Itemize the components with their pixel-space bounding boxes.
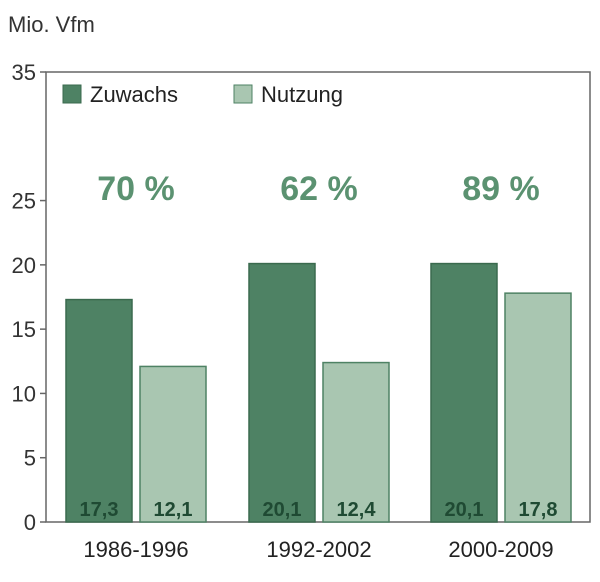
bar-nutzung-0: [139, 365, 207, 523]
percentage-annotation: 89 %: [462, 170, 540, 208]
percentage-annotations: 70 % 62 % 89 %: [97, 170, 540, 208]
y-tick-label: 5: [24, 446, 36, 471]
bar-value-label: 12,4: [337, 499, 377, 521]
y-axis-label: Mio. Vfm: [8, 12, 95, 37]
bar-zuwachs-0: [65, 298, 133, 523]
bar-value-label: 20,1: [445, 499, 484, 521]
y-tick-label: 10: [12, 381, 36, 406]
bar-value-label: 20,1: [263, 499, 302, 521]
y-tick-label: 0: [24, 510, 36, 535]
bar-zuwachs-1: [248, 262, 316, 523]
y-axis-ticks: 0 5 10 15 20 25 35: [12, 60, 46, 535]
bar-value-label: 17,3: [80, 499, 119, 521]
bar-value-label: 12,1: [154, 499, 193, 521]
legend: Zuwachs Nutzung: [62, 82, 343, 107]
y-tick-label: 35: [12, 60, 36, 85]
legend-swatch-zuwachs: [62, 84, 82, 104]
y-tick-label: 20: [12, 253, 36, 278]
percentage-annotation: 70 %: [97, 170, 175, 208]
legend-label-zuwachs: Zuwachs: [90, 82, 178, 107]
bar-nutzung-2: [504, 292, 572, 523]
bar-zuwachs-2: [430, 262, 498, 523]
percentage-annotation: 62 %: [280, 170, 358, 208]
bar-nutzung-1: [322, 361, 390, 523]
x-axis-labels: 1986-1996 1992-2002 2000-2009: [83, 537, 553, 562]
y-tick-label: 25: [12, 189, 36, 214]
bar-value-label: 17,8: [519, 499, 558, 521]
legend-swatch-nutzung: [233, 84, 253, 104]
legend-label-nutzung: Nutzung: [261, 82, 343, 107]
x-axis-category-label: 1986-1996: [83, 537, 188, 562]
plot-frame: [45, 71, 591, 523]
bars: 17,3 12,1 20,1 12,4 20,1 17,8: [65, 262, 572, 523]
y-tick-label: 15: [12, 317, 36, 342]
x-axis-category-label: 1992-2002: [266, 537, 371, 562]
x-axis-category-label: 2000-2009: [448, 537, 553, 562]
